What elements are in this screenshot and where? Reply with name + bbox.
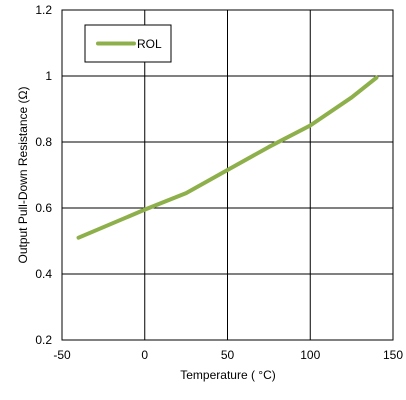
series-layer xyxy=(76,75,379,240)
y-tick-label: 1.2 xyxy=(35,3,52,17)
tick-labels: -50 0 50 100 150 0.2 0.4 0.6 0.8 1 1.2 xyxy=(35,3,403,362)
x-tick-label: 0 xyxy=(141,348,148,362)
x-tick-label: -50 xyxy=(53,348,71,362)
y-tick-label: 0.6 xyxy=(35,201,52,215)
x-tick-label: 150 xyxy=(383,348,403,362)
y-tick-label: 1 xyxy=(45,69,52,83)
plot-area xyxy=(61,9,394,341)
x-tick-label: 50 xyxy=(221,348,235,362)
x-tick-label: 100 xyxy=(300,348,320,362)
y-tick-label: 0.2 xyxy=(35,333,52,347)
grid xyxy=(62,10,393,340)
x-axis-title: Temperature ( °C) xyxy=(180,368,276,382)
series-line-rol xyxy=(76,75,379,240)
y-axis-title: Output Pull-Down Resistance (Ω) xyxy=(16,86,30,263)
y-tick-label: 0.4 xyxy=(35,267,52,281)
legend: ROL xyxy=(84,24,172,63)
legend-label-rol: ROL xyxy=(137,37,162,51)
y-tick-label: 0.8 xyxy=(35,135,52,149)
